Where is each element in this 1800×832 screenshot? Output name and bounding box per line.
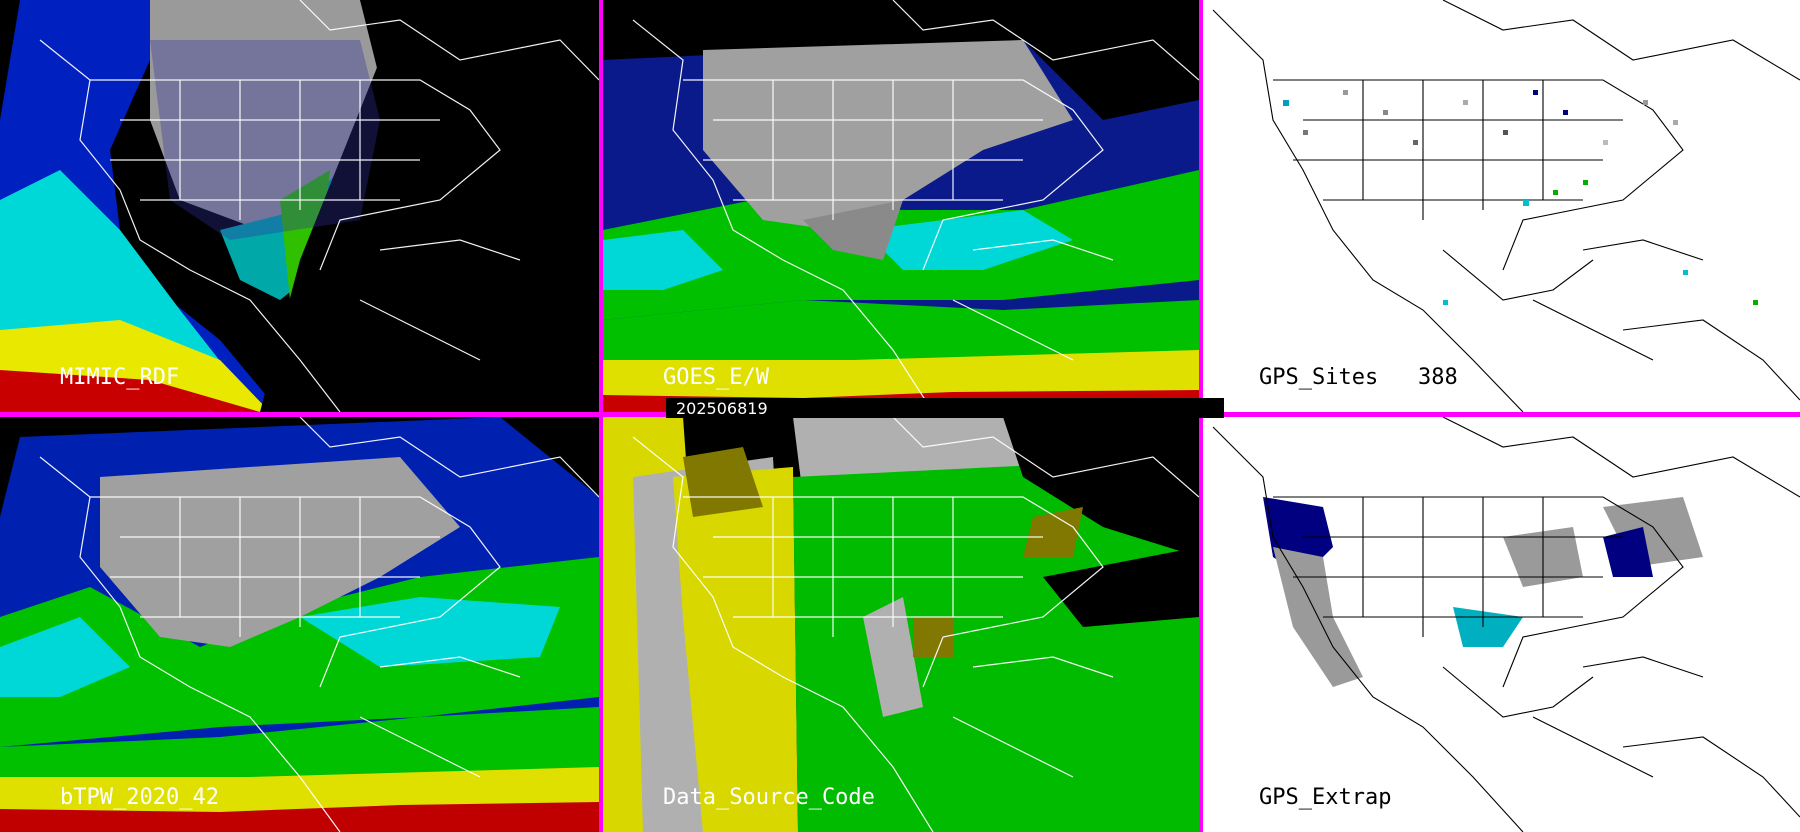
gps-extrap-map <box>1203 417 1800 832</box>
panel-goes-ew: GOES_E/W <box>603 0 1199 412</box>
panel-label-goes-ew: GOES_E/W <box>663 365 769 390</box>
goes-ew-map <box>603 0 1199 412</box>
date-label: 202506819 <box>676 399 768 418</box>
gps-sites-label: GPS_Sites <box>1259 365 1379 390</box>
gps-site-markers <box>1283 90 1758 305</box>
mimic-rdf-map <box>0 0 599 412</box>
panel-label-mimic-rdf: MIMIC_RDF <box>60 365 180 390</box>
data-source-map <box>603 417 1199 832</box>
panel-gps-sites: GPS_Sites 388 <box>1203 0 1800 412</box>
panel-data-source-code: Data_Source_Code <box>603 417 1199 832</box>
panel-mimic-rdf: MIMIC_RDF <box>0 0 599 412</box>
panel-label-data-source-code: Data_Source_Code <box>663 785 875 810</box>
panel-label-gps-extrap: GPS_Extrap <box>1259 785 1392 810</box>
btpw-map <box>0 417 599 832</box>
panel-btpw: bTPW_2020_42 <box>0 417 599 832</box>
date-banner: 202506819 <box>666 398 1224 418</box>
panel-label-btpw: bTPW_2020_42 <box>60 785 219 810</box>
gps-sites-map <box>1203 0 1800 412</box>
panel-gps-extrap: GPS_Extrap <box>1203 417 1800 832</box>
gps-sites-count: 388 <box>1417 365 1458 390</box>
panel-label-gps-sites: GPS_Sites 388 <box>1259 365 1458 390</box>
